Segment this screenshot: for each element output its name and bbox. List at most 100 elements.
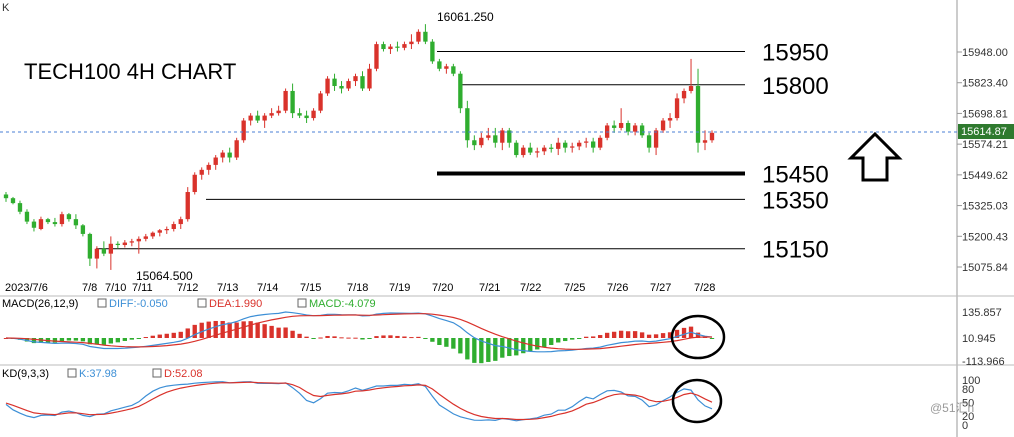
candle-body xyxy=(472,140,477,146)
candle-body xyxy=(38,219,44,229)
macd-bar xyxy=(423,338,428,339)
macd-bar xyxy=(220,320,225,338)
candle-body xyxy=(402,44,407,48)
date-label: 7/15 xyxy=(300,282,321,294)
macd-bar xyxy=(150,335,155,338)
macd-bar xyxy=(416,336,421,338)
price-tick-label: 15823.40 xyxy=(962,78,1008,90)
candle-body xyxy=(164,228,169,231)
macd-bar xyxy=(493,338,498,361)
level-label: 15800 xyxy=(762,73,829,100)
candle-body xyxy=(24,211,30,222)
macd-bar xyxy=(556,338,561,343)
macd-bar xyxy=(597,335,603,338)
price-axis-ticks: 15948.00 15823.40 15698.81 15574.21 15449.62… xyxy=(957,47,1008,274)
macd-bar xyxy=(87,338,93,345)
macd-bar xyxy=(604,332,610,338)
candle-body xyxy=(437,61,442,69)
macd-checkbox[interactable] xyxy=(297,298,307,308)
macd-bar xyxy=(388,335,393,338)
current-price-label: 15614.87 xyxy=(961,126,1007,138)
macd-bar xyxy=(199,322,204,338)
date-label: 7/27 xyxy=(650,282,671,294)
macd-bar xyxy=(290,330,295,338)
candle-body xyxy=(367,68,372,89)
candle-body xyxy=(241,120,246,141)
macd-bar xyxy=(653,334,659,338)
candle-body xyxy=(507,130,512,143)
macd-bar xyxy=(66,338,72,341)
k-checkbox[interactable] xyxy=(67,368,77,378)
candle-body xyxy=(115,243,121,246)
candle-body xyxy=(660,120,666,131)
candle-body xyxy=(283,90,288,111)
price-tick-label: 15200.43 xyxy=(962,231,1008,243)
date-label: 7/12 xyxy=(177,282,198,294)
macd-bar xyxy=(157,334,162,338)
candle-body xyxy=(381,44,386,50)
macd-bar xyxy=(59,338,65,342)
macd-bar xyxy=(437,338,442,345)
candle-body xyxy=(339,86,344,89)
candle-body xyxy=(143,236,148,239)
candle-body xyxy=(360,76,365,89)
date-label: 7/20 xyxy=(432,282,453,294)
macd-bar xyxy=(472,338,477,363)
macd-bar xyxy=(535,338,540,350)
d-checkbox[interactable] xyxy=(152,368,162,378)
candle-body xyxy=(234,140,239,158)
macd-title: MACD(26,12,9) xyxy=(2,298,78,310)
candle-body xyxy=(646,135,652,148)
candle-body xyxy=(206,164,211,170)
current-price-badge xyxy=(958,124,1014,139)
macd-tick-label: 10.945 xyxy=(962,333,996,345)
kd-d-line xyxy=(5,381,713,421)
kd-tick-label: 20 xyxy=(962,411,974,423)
macd-histogram xyxy=(3,320,715,364)
macd-bar xyxy=(185,328,190,338)
date-label: 7/14 xyxy=(257,282,278,294)
candle-body xyxy=(374,44,379,69)
candle-body xyxy=(542,147,547,152)
dea-checkbox[interactable] xyxy=(197,298,207,308)
candle-body xyxy=(185,192,190,220)
k-label: K:37.98 xyxy=(79,368,117,380)
candle-body xyxy=(45,219,51,223)
date-label: 7/10 xyxy=(105,282,126,294)
kd-k-line xyxy=(5,381,713,422)
kd-title: KD(9,3,3) xyxy=(2,368,49,380)
date-label: 7/25 xyxy=(564,282,585,294)
macd-bar xyxy=(486,338,491,362)
candle-body xyxy=(318,93,323,111)
candle-body xyxy=(59,214,65,225)
candle-body xyxy=(611,125,617,128)
diff-checkbox[interactable] xyxy=(97,298,107,308)
kd-tick-label: 0 xyxy=(962,420,968,432)
candle-body xyxy=(695,86,701,143)
candle-body xyxy=(535,151,540,153)
macd-bar xyxy=(143,337,148,339)
macd-bar xyxy=(521,338,526,354)
macd-dea-line xyxy=(5,313,712,350)
candle-body xyxy=(388,46,393,50)
candle-body xyxy=(290,90,295,114)
candle-body xyxy=(423,31,428,42)
price-tick-label: 15574.21 xyxy=(962,139,1008,151)
macd-bar xyxy=(108,338,114,344)
macd-bar xyxy=(318,337,323,339)
macd-bar xyxy=(611,331,617,338)
macd-value-label: MACD:-4.079 xyxy=(309,298,376,310)
candle-body xyxy=(101,248,107,254)
chart-title: TECH100 4H CHART xyxy=(24,59,236,84)
macd-bar xyxy=(577,338,582,339)
level-label: 15450 xyxy=(762,162,829,189)
candle-body xyxy=(395,46,400,48)
macd-bar xyxy=(465,338,470,360)
candle-body xyxy=(681,90,687,99)
macd-bar xyxy=(409,337,414,339)
macd-bar xyxy=(101,338,107,345)
macd-bar xyxy=(479,338,484,364)
candle-body xyxy=(157,230,162,233)
candle-body xyxy=(87,233,93,259)
